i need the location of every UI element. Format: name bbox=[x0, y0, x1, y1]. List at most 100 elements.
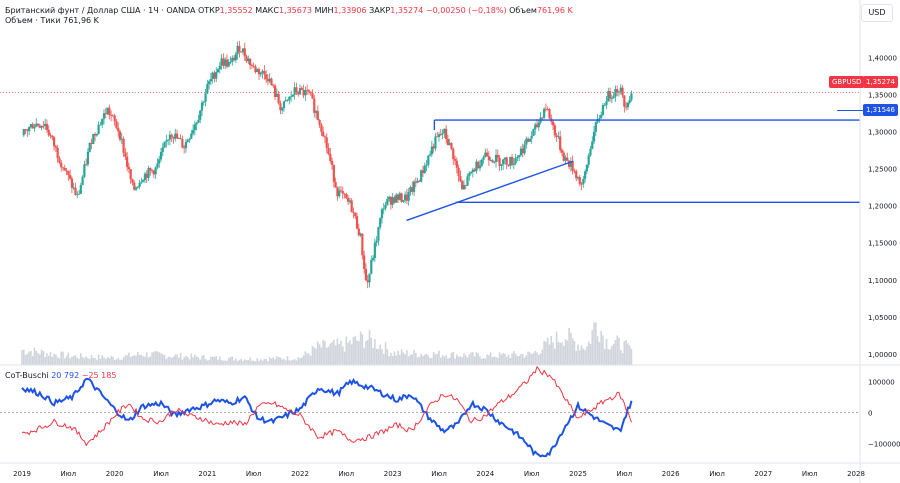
candle-body bbox=[238, 45, 241, 52]
candle-body bbox=[462, 185, 466, 190]
candle-body bbox=[516, 157, 519, 159]
candle-body bbox=[273, 85, 277, 98]
candle-body bbox=[564, 157, 567, 161]
volume-bar bbox=[500, 354, 503, 365]
volume-bar bbox=[259, 359, 262, 365]
candle-body bbox=[314, 111, 318, 113]
volume-bar bbox=[484, 358, 487, 365]
candle-body bbox=[44, 123, 47, 127]
candle-body bbox=[247, 58, 250, 62]
volume-bar bbox=[172, 356, 175, 365]
price-tick-label: 1,05000 bbox=[868, 314, 897, 322]
candle-body bbox=[174, 133, 177, 139]
volume-bar bbox=[600, 330, 602, 365]
candle-body bbox=[79, 185, 82, 194]
cot-blue-line bbox=[21, 377, 633, 458]
volume-bar bbox=[22, 349, 25, 365]
candle-body bbox=[623, 95, 626, 107]
candle-body bbox=[266, 79, 270, 82]
candle-body bbox=[56, 147, 59, 159]
volume-bar bbox=[322, 339, 324, 365]
candle-body bbox=[29, 124, 33, 128]
volume-bar bbox=[224, 360, 226, 365]
volume-bar bbox=[457, 356, 460, 365]
candle-body bbox=[213, 72, 216, 79]
drawings[interactable] bbox=[406, 119, 860, 222]
volume-bar bbox=[188, 359, 191, 365]
candle-body bbox=[124, 152, 127, 157]
volume-bar bbox=[24, 354, 27, 365]
time-tick-label: 2028 bbox=[847, 470, 865, 478]
volume-bar bbox=[393, 351, 396, 365]
candle-body bbox=[371, 258, 375, 261]
volume-bar bbox=[318, 344, 321, 365]
volume-bar bbox=[85, 356, 87, 365]
volume-bar bbox=[151, 352, 153, 365]
volume-bar bbox=[249, 357, 251, 365]
volume-bar bbox=[206, 360, 209, 365]
candle-body bbox=[134, 187, 138, 190]
candle-body bbox=[74, 187, 77, 195]
volume-bar bbox=[566, 340, 569, 365]
candle-body bbox=[571, 161, 574, 171]
candle-body bbox=[190, 133, 193, 139]
volume-bar bbox=[589, 343, 592, 365]
level-price-tag: 1,31546 bbox=[863, 104, 898, 116]
volume-bar bbox=[72, 355, 75, 365]
volume-bar bbox=[204, 359, 207, 365]
volume-bar bbox=[445, 355, 447, 365]
candle-body bbox=[28, 127, 31, 132]
volume-bar bbox=[520, 354, 522, 365]
volume-bar bbox=[577, 344, 579, 365]
volume-bar bbox=[580, 345, 583, 365]
candle-body bbox=[181, 139, 184, 148]
candle-body bbox=[592, 131, 596, 142]
volume-bar bbox=[290, 360, 292, 365]
volume-bar bbox=[397, 350, 399, 365]
volume-bar bbox=[320, 347, 323, 365]
cot-tick-label: −100000 bbox=[868, 440, 900, 448]
volume-bar bbox=[527, 351, 529, 365]
volume-bar bbox=[267, 361, 269, 365]
volume-bar bbox=[340, 340, 342, 365]
candle-body bbox=[380, 209, 384, 219]
currency-button[interactable]: USD bbox=[861, 4, 893, 22]
volume-bar bbox=[186, 356, 189, 365]
candle-body bbox=[316, 111, 319, 120]
candle-body bbox=[567, 160, 571, 167]
volume-bar bbox=[374, 339, 376, 365]
volume-bar bbox=[74, 355, 77, 365]
volume-bar bbox=[21, 350, 23, 365]
volume-bar bbox=[429, 358, 431, 365]
candle-body bbox=[58, 158, 61, 163]
candle-body bbox=[455, 160, 458, 168]
volume-sub-label: Объем · Тики 761,96 K bbox=[5, 16, 99, 25]
volume-bar bbox=[315, 348, 317, 365]
candle-body bbox=[375, 240, 378, 243]
volume-bar bbox=[220, 359, 223, 365]
volume-bar bbox=[333, 339, 335, 365]
time-tick-label: Июл bbox=[339, 470, 355, 478]
volume-bar bbox=[587, 341, 590, 365]
volume-label: Объем bbox=[509, 6, 537, 15]
volume-bar bbox=[197, 357, 200, 365]
candle-body bbox=[40, 125, 43, 128]
candle-body bbox=[188, 138, 191, 141]
volume-bar bbox=[571, 338, 574, 365]
candle-body bbox=[272, 85, 275, 86]
candle-body bbox=[42, 125, 45, 127]
candle-body bbox=[51, 135, 54, 138]
volume-bar bbox=[541, 349, 544, 365]
candle-body bbox=[26, 130, 29, 132]
candle-body bbox=[136, 186, 139, 188]
volume-bar bbox=[254, 361, 257, 365]
cot-red-line bbox=[21, 365, 632, 447]
price-tick-label: 1,25000 bbox=[868, 166, 897, 174]
volume-bar bbox=[395, 355, 398, 365]
volume-bar bbox=[545, 341, 547, 365]
cot-name: CoT-Buschi bbox=[5, 371, 49, 380]
candle-body bbox=[598, 118, 601, 120]
candle-body bbox=[200, 102, 204, 111]
candle-body bbox=[322, 131, 325, 137]
